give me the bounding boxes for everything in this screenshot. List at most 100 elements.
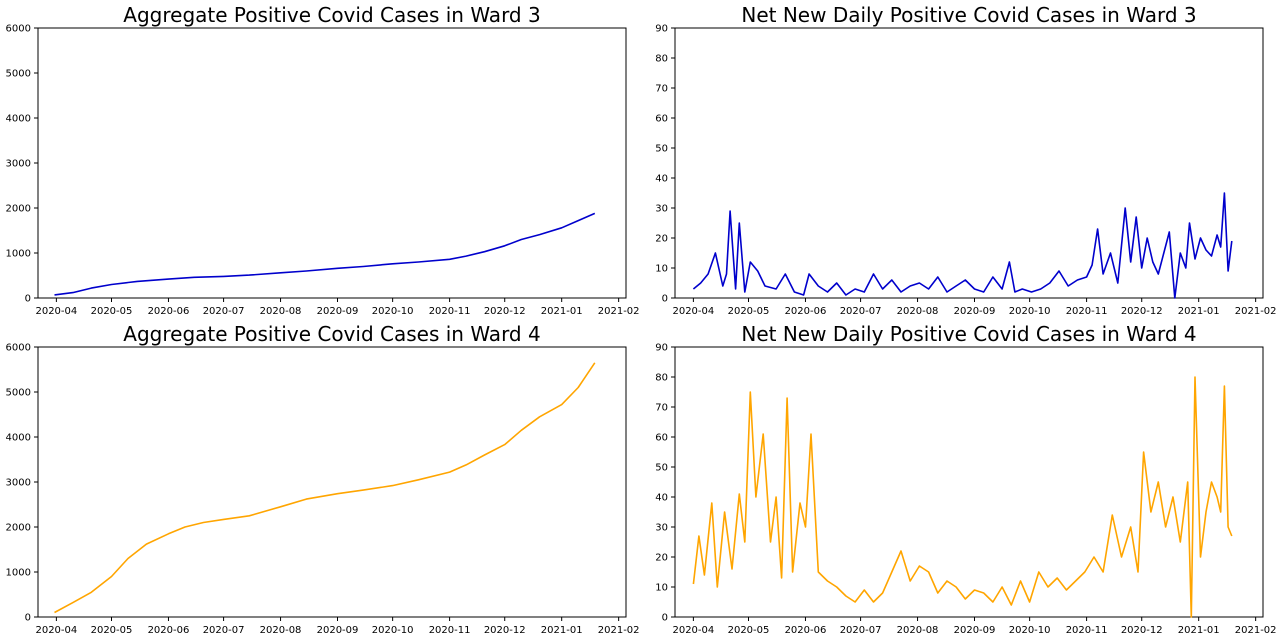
x-tick-label: 2021-01 bbox=[1178, 625, 1220, 636]
x-tick-label: 2021-01 bbox=[541, 625, 583, 636]
y-tick-label: 50 bbox=[655, 463, 668, 474]
y-tick-label: 30 bbox=[655, 523, 668, 534]
series-group bbox=[692, 376, 1233, 618]
x-tick-label: 2020-11 bbox=[1066, 306, 1108, 317]
y-tick-label: 70 bbox=[655, 84, 668, 95]
plot-area bbox=[674, 27, 1264, 299]
y-tick-label: 90 bbox=[655, 343, 668, 354]
y-tick-label: 6000 bbox=[6, 343, 31, 354]
y-tick-label: 20 bbox=[655, 553, 668, 564]
y-tick-label: 30 bbox=[655, 204, 668, 215]
series-line bbox=[692, 192, 1233, 299]
x-tick-label: 2020-04 bbox=[35, 625, 77, 636]
x-tick-label: 2021-02 bbox=[598, 625, 640, 636]
chart-ward3-aggregate: Aggregate Positive Covid Cases in Ward 3… bbox=[6, 3, 640, 317]
x-tick-label: 2020-08 bbox=[897, 625, 939, 636]
x-tick-label: 2020-12 bbox=[484, 625, 526, 636]
x-tick-label: 2020-08 bbox=[897, 306, 939, 317]
x-tick-label: 2021-01 bbox=[541, 306, 583, 317]
x-tick-label: 2020-10 bbox=[372, 625, 414, 636]
y-tick-label: 4000 bbox=[6, 114, 31, 125]
y-tick-label: 4000 bbox=[6, 433, 31, 444]
axes-group: 0 1000 2000 3000 4000 5000 6000 2020-04 2020-05 2… bbox=[6, 24, 640, 318]
axes-group: 0 1000 2000 3000 4000 5000 6000 2020-04 2020-05 2… bbox=[6, 343, 640, 637]
y-tick-label: 60 bbox=[655, 114, 668, 125]
y-tick-label: 0 bbox=[662, 294, 668, 305]
series-line bbox=[54, 362, 596, 614]
y-tick-label: 50 bbox=[655, 144, 668, 155]
x-tick-label: 2020-06 bbox=[785, 625, 827, 636]
plot-area bbox=[674, 346, 1264, 618]
x-tick-label: 2020-07 bbox=[840, 306, 882, 317]
chart-title: Net New Daily Positive Covid Cases in Wa… bbox=[741, 322, 1196, 346]
y-tick-label: 10 bbox=[655, 583, 668, 594]
chart-title: Aggregate Positive Covid Cases in Ward 4 bbox=[123, 322, 540, 346]
y-tick-label: 1000 bbox=[6, 249, 31, 260]
x-tick-label: 2020-12 bbox=[1121, 625, 1163, 636]
y-tick-label: 80 bbox=[655, 373, 668, 384]
x-tick-label: 2020-07 bbox=[203, 306, 245, 317]
x-tick-label: 2021-01 bbox=[1178, 306, 1220, 317]
x-tick-label: 2021-02 bbox=[1235, 306, 1277, 317]
x-tick-label: 2020-07 bbox=[840, 625, 882, 636]
y-tick-label: 5000 bbox=[6, 69, 31, 80]
y-tick-label: 1000 bbox=[6, 568, 31, 579]
x-tick-label: 2020-07 bbox=[203, 625, 245, 636]
y-tick-label: 6000 bbox=[6, 24, 31, 35]
x-tick-label: 2020-06 bbox=[148, 625, 190, 636]
axes-group: 0 10 20 30 40 50 60 70 80 90 2020-04 2020-05 2020-06… bbox=[655, 24, 1276, 318]
x-tick-label: 2020-10 bbox=[372, 306, 414, 317]
y-tick-label: 40 bbox=[655, 493, 668, 504]
y-tick-label: 10 bbox=[655, 264, 668, 275]
y-tick-label: 0 bbox=[25, 294, 31, 305]
chart-title: Aggregate Positive Covid Cases in Ward 3 bbox=[123, 3, 540, 27]
x-tick-label: 2020-10 bbox=[1009, 625, 1051, 636]
x-tick-label: 2020-06 bbox=[148, 306, 190, 317]
x-tick-label: 2020-09 bbox=[317, 306, 359, 317]
y-tick-label: 2000 bbox=[6, 523, 31, 534]
x-tick-label: 2020-05 bbox=[728, 625, 770, 636]
x-tick-label: 2020-05 bbox=[728, 306, 770, 317]
x-tick-label: 2020-08 bbox=[260, 306, 302, 317]
x-tick-label: 2020-09 bbox=[954, 306, 996, 317]
chart-ward4-daily: Net New Daily Positive Covid Cases in Wa… bbox=[655, 322, 1276, 636]
x-tick-label: 2020-11 bbox=[429, 625, 471, 636]
series-group bbox=[54, 212, 596, 296]
x-tick-label: 2020-08 bbox=[260, 625, 302, 636]
series-group bbox=[692, 192, 1233, 299]
y-tick-label: 3000 bbox=[6, 159, 31, 170]
x-tick-label: 2020-04 bbox=[672, 625, 714, 636]
chart-title: Net New Daily Positive Covid Cases in Wa… bbox=[741, 3, 1196, 27]
axes-group: 0 10 20 30 40 50 60 70 80 90 2020-04 2020-05 2020-06… bbox=[655, 343, 1276, 637]
x-tick-label: 2020-11 bbox=[429, 306, 471, 317]
series-line bbox=[692, 376, 1233, 618]
x-tick-label: 2020-04 bbox=[35, 306, 77, 317]
y-tick-label: 5000 bbox=[6, 388, 31, 399]
series-group bbox=[54, 362, 596, 614]
x-tick-label: 2020-05 bbox=[91, 306, 133, 317]
y-tick-label: 40 bbox=[655, 174, 668, 185]
x-tick-label: 2020-12 bbox=[1121, 306, 1163, 317]
y-tick-label: 80 bbox=[655, 54, 668, 65]
x-tick-label: 2020-04 bbox=[672, 306, 714, 317]
x-tick-label: 2020-06 bbox=[785, 306, 827, 317]
x-tick-label: 2021-02 bbox=[598, 306, 640, 317]
x-tick-label: 2020-10 bbox=[1009, 306, 1051, 317]
y-tick-label: 90 bbox=[655, 24, 668, 35]
y-tick-label: 3000 bbox=[6, 478, 31, 489]
y-tick-label: 60 bbox=[655, 433, 668, 444]
x-tick-label: 2021-02 bbox=[1235, 625, 1277, 636]
x-tick-label: 2020-11 bbox=[1066, 625, 1108, 636]
x-tick-label: 2020-09 bbox=[317, 625, 359, 636]
x-tick-label: 2020-05 bbox=[91, 625, 133, 636]
series-line bbox=[54, 212, 596, 296]
y-tick-label: 0 bbox=[25, 613, 31, 624]
y-tick-label: 70 bbox=[655, 403, 668, 414]
y-tick-label: 2000 bbox=[6, 204, 31, 215]
x-tick-label: 2020-12 bbox=[484, 306, 526, 317]
y-tick-label: 20 bbox=[655, 234, 668, 245]
x-tick-label: 2020-09 bbox=[954, 625, 996, 636]
y-tick-label: 0 bbox=[662, 613, 668, 624]
